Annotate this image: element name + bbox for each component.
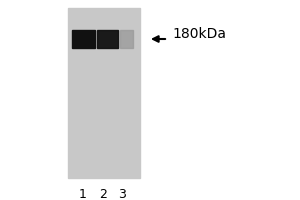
Bar [120,30,133,48]
Text: 1: 1 [79,188,87,200]
Text: 180kDa: 180kDa [172,27,226,41]
Bar [97,30,118,48]
Bar [72,30,95,48]
Text: 2: 2 [99,188,107,200]
Text: 3: 3 [118,188,126,200]
Bar [68,8,140,178]
